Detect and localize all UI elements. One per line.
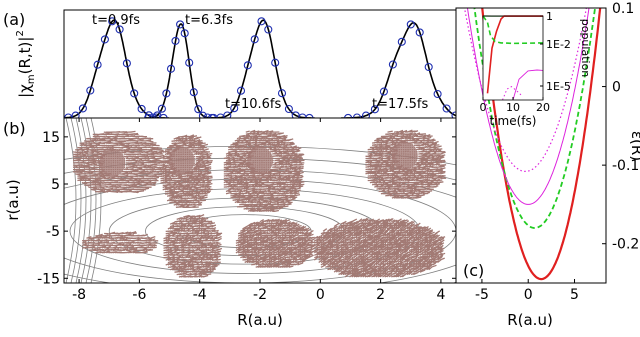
time-label: t=10.6fs (225, 97, 282, 112)
x-tick-label: -5 (475, 287, 489, 303)
panel-b-xlabel: R(a.u) (237, 311, 283, 329)
y-tick-label: 0 (612, 80, 621, 96)
y-tick-label: 0.1 (612, 1, 634, 17)
panel-a-ylabel: |χm(R,t)|2 (15, 30, 37, 98)
y-tick-label: 15 (42, 130, 60, 146)
x-tick-label: -4 (193, 287, 207, 303)
y-tick-label: -0.2 (612, 237, 639, 253)
y-tick-label: -15 (37, 271, 60, 287)
density-core (392, 142, 418, 170)
panel-c-xlabel: R(a.u) (507, 311, 553, 329)
x-tick-label: 4 (436, 287, 445, 303)
momentum-arrow-field (236, 219, 316, 267)
inset-x-tick-label: 0 (480, 101, 487, 114)
time-label: t=0.9fs (92, 13, 140, 28)
inset-y-tick-label: 1 (546, 10, 553, 23)
panel-a-plot: t=0.9fs t=6.3fs t=10.6fs t=17.5fs (55, 10, 480, 121)
panel-label-a: (a) (3, 10, 25, 29)
momentum-arrow-field (82, 232, 158, 253)
wavepacket-curve (145, 24, 216, 118)
panel-c-ylabel: ε(R) (628, 131, 640, 161)
inset-xlabel: time(fs) (490, 114, 537, 128)
x-tick-label: 2 (376, 287, 385, 303)
ylabel-sup: 2 (15, 30, 26, 36)
ylabel-sub: m (26, 74, 37, 84)
y-tick-label: 5 (51, 177, 60, 193)
inset-y-tick-label: 1E-2 (546, 38, 571, 51)
time-label: t=6.3fs (185, 13, 233, 28)
density-core (169, 146, 195, 174)
x-tick-label: 0 (524, 287, 533, 303)
data-marker (58, 114, 65, 121)
time-label: t=17.5fs (372, 97, 429, 112)
ylabel-part: (R,t)| (16, 37, 34, 75)
wavepacket-curve (55, 20, 169, 118)
ylabel-part: |χ (16, 84, 34, 98)
inset-ylabel: population (579, 19, 592, 78)
momentum-arrow-field (164, 215, 223, 277)
panel-label-b: (b) (3, 119, 26, 138)
density-core (247, 146, 273, 174)
x-tick-label: 0 (316, 287, 325, 303)
panel-label-c: (c) (463, 261, 484, 280)
x-tick-label: 5 (570, 287, 579, 303)
x-tick-label: -8 (72, 287, 86, 303)
x-tick-label: -6 (132, 287, 146, 303)
panel-b-ylabel: r(a.u) (4, 179, 22, 220)
density-core (99, 149, 125, 177)
y-tick-label: -5 (46, 224, 60, 240)
inset-x-tick-label: 10 (506, 101, 520, 114)
x-tick-label: -2 (253, 287, 267, 303)
inset-y-tick-label: 1E-5 (546, 80, 571, 93)
inset-x-tick-label: 20 (536, 101, 550, 114)
